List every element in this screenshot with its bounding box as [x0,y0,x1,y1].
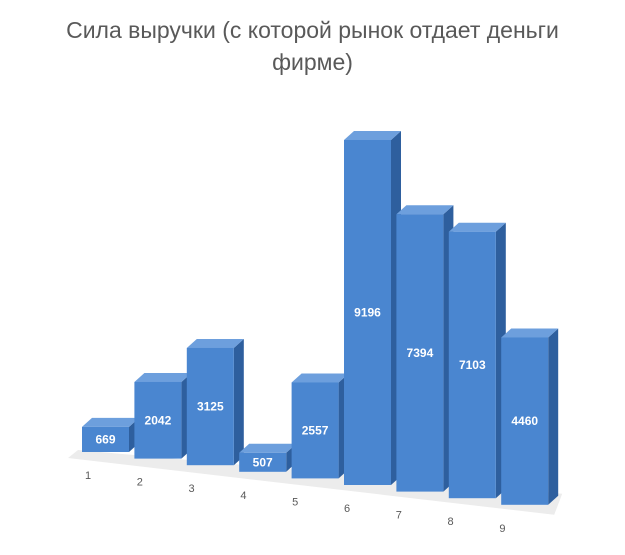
bar-top [82,417,139,427]
bar [448,231,496,499]
data-label: 669 [95,432,115,446]
x-tick-label: 7 [396,510,402,522]
data-label: 7394 [407,346,434,360]
bar [239,452,287,472]
bar [396,214,444,492]
bar-top [448,222,506,232]
bar [186,347,234,466]
chart-title: Сила выручки (с которой рынок отдает ден… [66,17,559,75]
bar-top [239,443,297,453]
data-label: 2557 [302,423,329,437]
bar [291,382,339,479]
x-tick-label: 8 [448,516,454,528]
data-label: 7103 [459,358,486,372]
data-label: 3125 [197,400,224,414]
x-tick-label: 3 [189,483,195,495]
x-tick-label: 2 [137,477,143,489]
bar-top [291,373,349,383]
data-label: 9196 [354,306,381,320]
data-label: 2042 [145,413,172,427]
x-tick-label: 6 [344,503,350,515]
bar-side [233,338,244,466]
bar-top [501,328,559,338]
bar-top [134,372,192,382]
x-tick-label: 4 [240,490,246,502]
x-tick-label: 5 [292,496,298,508]
x-tick-label: 9 [499,523,505,535]
bar-top [344,131,401,140]
x-tick-label: 1 [85,470,91,482]
bar-top [396,205,454,215]
data-label: 4460 [511,414,538,428]
bar [134,381,182,459]
bar-top [186,338,244,348]
bar [501,337,549,505]
chart-floor [68,450,563,515]
bar [82,426,129,452]
data-label: 507 [253,455,273,469]
bar-side [548,328,559,505]
bar [344,140,391,485]
